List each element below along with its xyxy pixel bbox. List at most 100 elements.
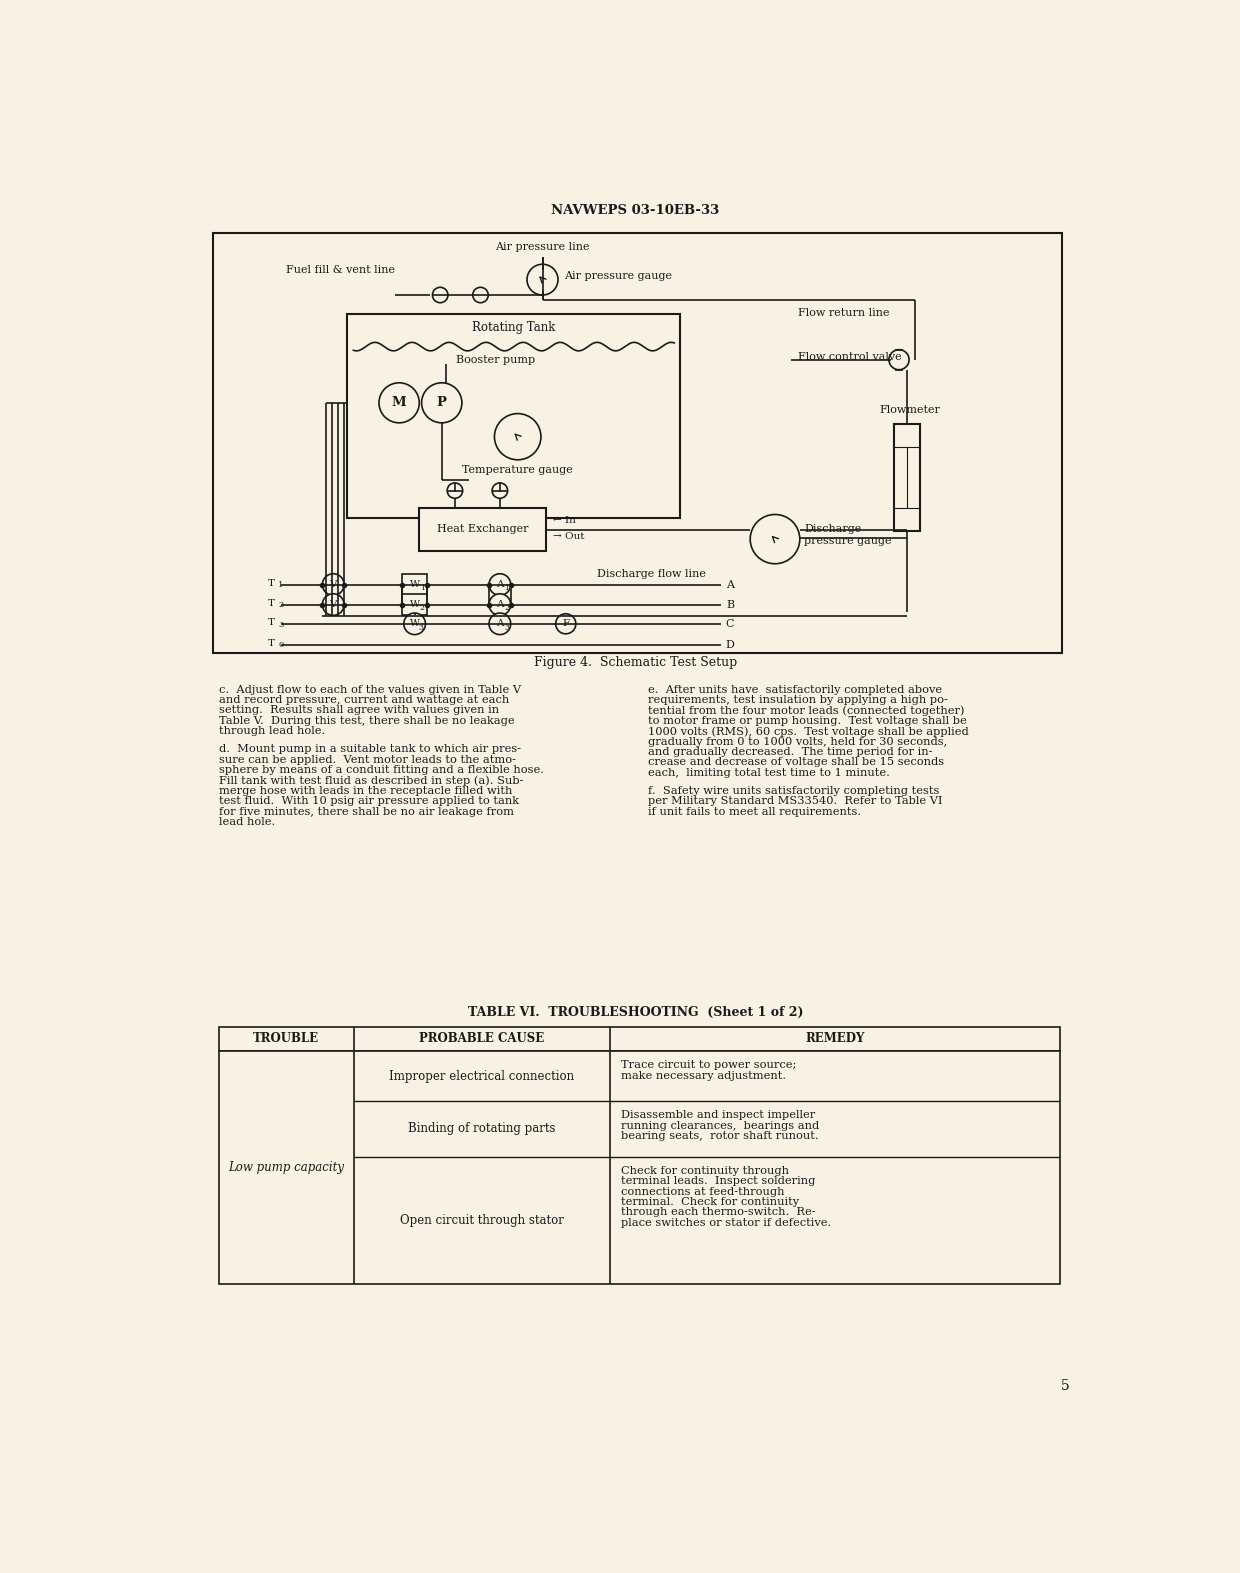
- Bar: [218, 1051, 1060, 1284]
- Circle shape: [556, 613, 575, 634]
- Text: place switches or stator if defective.: place switches or stator if defective.: [621, 1218, 831, 1229]
- Bar: [402, 574, 427, 595]
- Text: V: V: [330, 580, 337, 588]
- Circle shape: [448, 483, 463, 499]
- Text: F: F: [562, 620, 569, 628]
- Text: TABLE VI.  TROUBLESHOOTING  (Sheet 1 of 2): TABLE VI. TROUBLESHOOTING (Sheet 1 of 2): [467, 1007, 804, 1019]
- Text: W: W: [409, 580, 419, 588]
- Bar: [347, 315, 681, 519]
- Text: terminal leads.  Inspect soldering: terminal leads. Inspect soldering: [621, 1177, 815, 1186]
- Text: crease and decrease of voltage shall be 15 seconds: crease and decrease of voltage shall be …: [649, 758, 944, 768]
- Text: if unit fails to meet all requirements.: if unit fails to meet all requirements.: [649, 807, 861, 816]
- Circle shape: [322, 574, 345, 595]
- Circle shape: [322, 593, 345, 615]
- Circle shape: [472, 288, 489, 302]
- Circle shape: [527, 264, 558, 296]
- Text: 2: 2: [505, 604, 510, 612]
- Text: TROUBLE: TROUBLE: [253, 1032, 320, 1046]
- Text: P: P: [436, 396, 446, 409]
- Text: Trace circuit to power source;: Trace circuit to power source;: [621, 1060, 796, 1070]
- Text: 3: 3: [505, 623, 510, 632]
- Text: Flow return line: Flow return line: [799, 308, 890, 318]
- Text: lead hole.: lead hole.: [218, 816, 275, 827]
- Text: Rotating Tank: Rotating Tank: [472, 321, 556, 333]
- Circle shape: [889, 349, 909, 370]
- Text: Disassemble and inspect impeller: Disassemble and inspect impeller: [621, 1111, 815, 1120]
- Text: setting.  Results shall agree with values given in: setting. Results shall agree with values…: [218, 705, 498, 716]
- Text: T: T: [268, 598, 275, 607]
- Text: c.  Adjust flow to each of the values given in Table V: c. Adjust flow to each of the values giv…: [218, 684, 521, 695]
- Text: W: W: [409, 599, 419, 609]
- Text: and record pressure, current and wattage at each: and record pressure, current and wattage…: [218, 695, 508, 705]
- Text: Figure 4.  Schematic Test Setup: Figure 4. Schematic Test Setup: [534, 656, 737, 669]
- Circle shape: [489, 574, 511, 595]
- Text: M: M: [392, 396, 407, 409]
- Text: per Military Standard MS33540.  Refer to Table VI: per Military Standard MS33540. Refer to …: [649, 796, 942, 807]
- Circle shape: [495, 414, 541, 459]
- Text: through lead hole.: through lead hole.: [218, 727, 325, 736]
- Text: bearing seats,  rotor shaft runout.: bearing seats, rotor shaft runout.: [621, 1131, 818, 1142]
- Bar: [419, 508, 547, 551]
- Bar: [218, 1027, 1060, 1051]
- Text: and gradually decreased.  The time period for in-: and gradually decreased. The time period…: [649, 747, 932, 757]
- Circle shape: [489, 613, 511, 634]
- Text: A: A: [496, 620, 503, 628]
- Circle shape: [489, 593, 511, 615]
- Text: C: C: [725, 618, 734, 629]
- Text: NAVWEPS 03-10EB-33: NAVWEPS 03-10EB-33: [552, 204, 719, 217]
- Text: Flowmeter: Flowmeter: [879, 404, 940, 415]
- Text: Improper electrical connection: Improper electrical connection: [389, 1070, 574, 1082]
- Text: B: B: [725, 599, 734, 610]
- Bar: [213, 233, 1061, 653]
- Text: connections at feed-through: connections at feed-through: [621, 1186, 784, 1197]
- Circle shape: [750, 514, 800, 563]
- Text: requirements, test insulation by applying a high po-: requirements, test insulation by applyin…: [649, 695, 947, 705]
- Text: W: W: [409, 620, 419, 628]
- Text: Check for continuity through: Check for continuity through: [621, 1166, 789, 1177]
- Text: terminal.  Check for continuity: terminal. Check for continuity: [621, 1197, 799, 1206]
- Text: Binding of rotating parts: Binding of rotating parts: [408, 1123, 556, 1136]
- Bar: [402, 593, 427, 615]
- Text: PROBABLE CAUSE: PROBABLE CAUSE: [419, 1032, 544, 1046]
- Text: sure can be applied.  Vent motor leads to the atmo-: sure can be applied. Vent motor leads to…: [218, 755, 516, 764]
- Text: 3: 3: [418, 623, 423, 632]
- Text: e.  After units have  satisfactorily completed above: e. After units have satisfactorily compl…: [649, 684, 942, 695]
- Text: A: A: [496, 580, 503, 588]
- Text: merge hose with leads in the receptacle filled with: merge hose with leads in the receptacle …: [218, 786, 512, 796]
- Text: T: T: [268, 639, 275, 648]
- Circle shape: [422, 382, 463, 423]
- Text: V: V: [330, 599, 337, 609]
- Text: Open circuit through stator: Open circuit through stator: [401, 1214, 564, 1227]
- Circle shape: [404, 613, 425, 634]
- Text: Flow control valve: Flow control valve: [799, 352, 901, 362]
- Text: test fluid.  With 10 psig air pressure applied to tank: test fluid. With 10 psig air pressure ap…: [218, 796, 518, 807]
- Text: D: D: [725, 640, 734, 650]
- Bar: [894, 423, 920, 532]
- Text: Air pressure line: Air pressure line: [495, 242, 590, 252]
- Text: REMEDY: REMEDY: [805, 1032, 864, 1046]
- Text: → Out: → Out: [553, 532, 584, 541]
- Text: Fill tank with test fluid as described in step (a). Sub-: Fill tank with test fluid as described i…: [218, 775, 523, 786]
- Text: Discharge flow line: Discharge flow line: [596, 569, 706, 579]
- Text: 1: 1: [420, 585, 425, 593]
- Text: T: T: [268, 579, 275, 587]
- Text: for five minutes, there shall be no air leakage from: for five minutes, there shall be no air …: [218, 807, 513, 816]
- Text: Discharge
pressure gauge: Discharge pressure gauge: [805, 524, 892, 546]
- Text: tential from the four motor leads (connected together): tential from the four motor leads (conne…: [649, 705, 965, 716]
- Text: Fuel fill & vent line: Fuel fill & vent line: [286, 264, 396, 275]
- Text: running clearances,  bearings and: running clearances, bearings and: [621, 1122, 820, 1131]
- Text: A: A: [496, 599, 503, 609]
- Text: f.  Safety wire units satisfactorily completing tests: f. Safety wire units satisfactorily comp…: [649, 786, 939, 796]
- Text: gradually from 0 to 1000 volts, held for 30 seconds,: gradually from 0 to 1000 volts, held for…: [649, 736, 947, 747]
- Circle shape: [492, 483, 507, 499]
- Text: Table V.  During this test, there shall be no leakage: Table V. During this test, there shall b…: [218, 716, 515, 725]
- Text: Heat Exchanger: Heat Exchanger: [436, 524, 528, 535]
- Text: A: A: [727, 579, 734, 590]
- Text: ← In: ← In: [553, 516, 575, 525]
- Text: 5: 5: [1061, 1380, 1070, 1394]
- Text: 1000 volts (RMS), 60 cps.  Test voltage shall be applied: 1000 volts (RMS), 60 cps. Test voltage s…: [649, 727, 968, 736]
- Text: Low pump capacity: Low pump capacity: [228, 1161, 345, 1173]
- Text: Booster pump: Booster pump: [456, 355, 534, 365]
- Text: sphere by means of a conduit fitting and a flexible hose.: sphere by means of a conduit fitting and…: [218, 764, 543, 775]
- Text: 2: 2: [278, 601, 284, 609]
